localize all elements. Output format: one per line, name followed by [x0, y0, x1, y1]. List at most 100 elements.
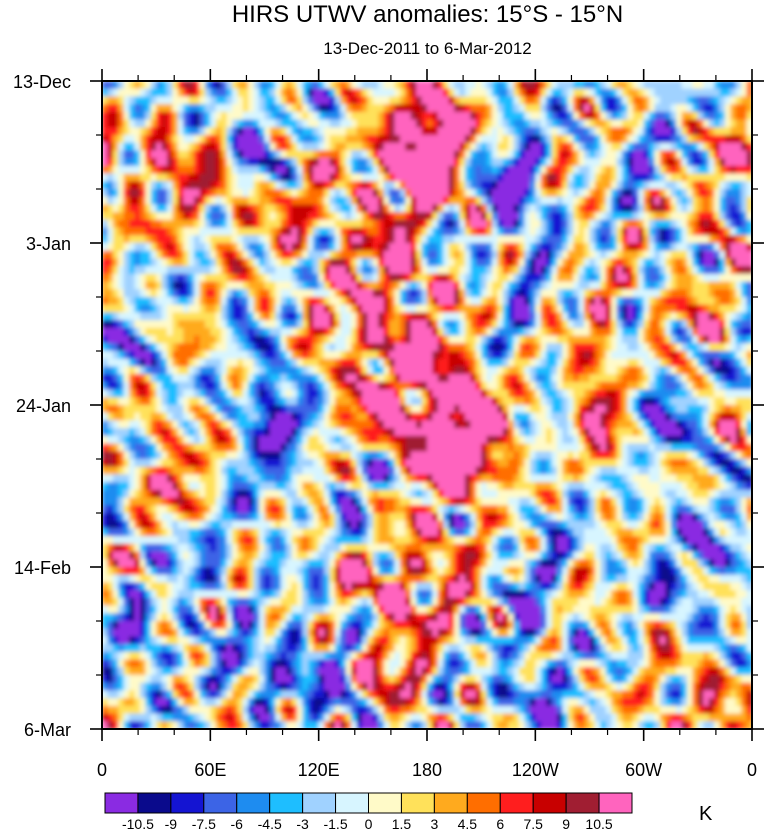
heatmap-cell: [226, 81, 233, 90]
heatmap-cell: [567, 189, 574, 198]
heatmap-cell: [297, 343, 304, 352]
heatmap-cell: [177, 297, 184, 306]
heatmap-cell: [215, 135, 222, 144]
heatmap-cell: [280, 81, 287, 90]
heatmap-cell: [210, 289, 217, 298]
heatmap-cell: [703, 243, 710, 252]
heatmap-cell: [681, 235, 688, 244]
heatmap-cell: [508, 351, 515, 360]
heatmap-cell: [551, 158, 558, 167]
heatmap-cell: [329, 266, 336, 275]
heatmap-cell: [302, 327, 309, 337]
heatmap-cell: [584, 196, 591, 206]
heatmap-cell: [324, 88, 331, 98]
heatmap-cell: [546, 289, 553, 298]
heatmap-cell: [535, 135, 542, 144]
heatmap-cell: [546, 312, 553, 321]
heatmap-cell: [724, 165, 731, 175]
heatmap-cell: [665, 235, 672, 244]
heatmap-cell: [735, 358, 742, 368]
heatmap-cell: [242, 327, 249, 337]
heatmap-cell: [616, 374, 623, 383]
heatmap-cell: [356, 227, 363, 236]
heatmap-cell: [345, 189, 352, 198]
heatmap-cell: [622, 96, 629, 105]
heatmap-cell: [714, 312, 721, 321]
heatmap-cell: [102, 150, 109, 159]
heatmap-cell: [139, 281, 146, 290]
heatmap-cell: [237, 335, 244, 344]
heatmap-cell: [594, 173, 601, 182]
heatmap-cell: [470, 281, 477, 290]
heatmap-cell: [616, 150, 623, 159]
heatmap-cell: [394, 212, 401, 221]
heatmap-cell: [524, 320, 531, 329]
heatmap-cell: [172, 250, 179, 260]
heatmap-cell: [129, 212, 136, 221]
heatmap-cell: [280, 204, 287, 213]
heatmap-cell: [194, 273, 201, 283]
heatmap-cell: [177, 327, 184, 337]
heatmap-cell: [221, 358, 228, 368]
heatmap-cell: [123, 389, 130, 398]
heatmap-cell: [405, 243, 412, 252]
heatmap-cell: [324, 81, 331, 90]
heatmap-cell: [172, 142, 179, 152]
heatmap-cell: [627, 366, 634, 375]
heatmap-cell: [118, 327, 125, 337]
heatmap-cell: [632, 351, 639, 360]
heatmap-cell: [307, 397, 314, 406]
heatmap-cell: [670, 127, 677, 136]
heatmap-cell: [584, 327, 591, 337]
heatmap-cell: [708, 304, 715, 314]
heatmap-cell: [372, 227, 379, 236]
heatmap-cell: [204, 243, 211, 252]
heatmap-cell: [297, 389, 304, 398]
heatmap-cell: [470, 243, 477, 252]
heatmap-cell: [605, 150, 612, 159]
heatmap-cell: [741, 88, 748, 98]
heatmap-cell: [546, 243, 553, 252]
heatmap-cell: [232, 127, 239, 136]
heatmap-cell: [724, 204, 731, 213]
heatmap-cell: [210, 81, 217, 90]
heatmap-cell: [307, 381, 314, 391]
heatmap-cell: [107, 135, 114, 144]
heatmap-cell: [529, 173, 536, 182]
heatmap-cell: [286, 196, 293, 206]
heatmap-cell: [692, 335, 699, 344]
heatmap-cell: [253, 351, 260, 360]
heatmap-cell: [367, 111, 374, 121]
heatmap-cell: [492, 243, 499, 252]
heatmap-cell: [275, 335, 282, 344]
heatmap-cell: [529, 273, 536, 283]
heatmap-cell: [372, 335, 379, 344]
heatmap-cell: [383, 273, 390, 283]
heatmap-cell: [443, 281, 450, 290]
heatmap-cell: [372, 88, 379, 98]
heatmap-cell: [199, 351, 206, 360]
heatmap-cell: [139, 196, 146, 206]
heatmap-cell: [659, 212, 666, 221]
heatmap-cell: [746, 88, 752, 98]
heatmap-cell: [714, 219, 721, 229]
heatmap-cell: [356, 212, 363, 221]
heatmap-cell: [437, 289, 444, 298]
heatmap-cell: [594, 250, 601, 260]
heatmap-cell: [107, 165, 114, 175]
heatmap-cell: [248, 374, 255, 383]
heatmap-cell: [529, 389, 536, 398]
heatmap-cell: [475, 104, 482, 113]
heatmap-cell: [502, 273, 509, 283]
heatmap-cell: [118, 304, 125, 314]
heatmap-cell: [594, 312, 601, 321]
heatmap-cell: [188, 204, 195, 213]
heatmap-cell: [302, 88, 309, 98]
heatmap-cell: [172, 119, 179, 128]
heatmap-cell: [470, 297, 477, 306]
heatmap-cell: [486, 104, 493, 113]
heatmap-cell: [589, 312, 596, 321]
heatmap-cell: [291, 81, 298, 90]
heatmap-cell: [253, 96, 260, 105]
heatmap-cell: [492, 297, 499, 306]
